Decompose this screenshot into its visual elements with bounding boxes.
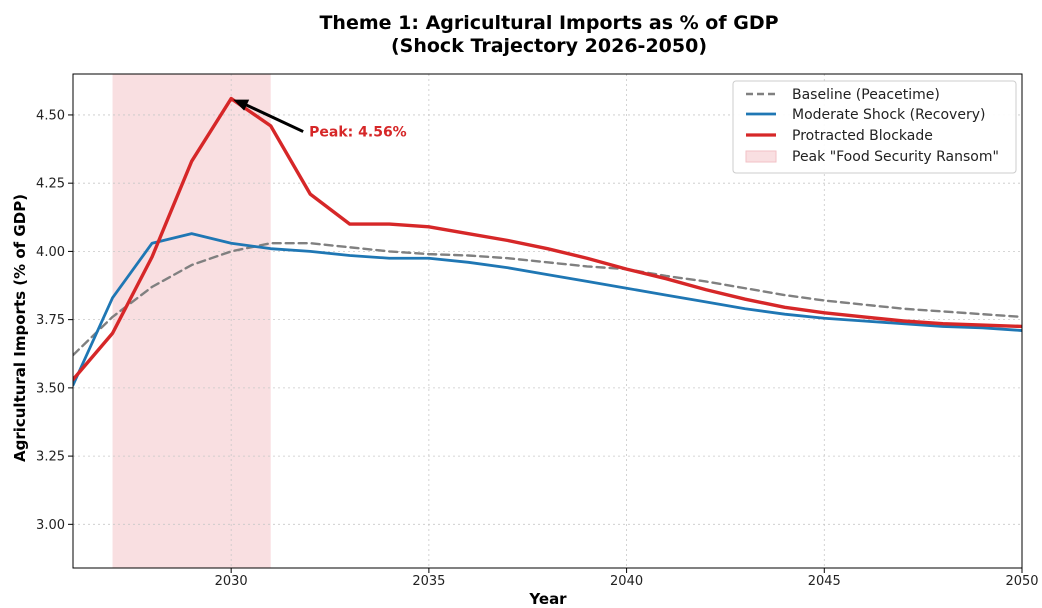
- y-axis-label: Agricultural Imports (% of GDP): [11, 194, 29, 462]
- chart-title-line-1: Theme 1: Agricultural Imports as % of GD…: [319, 12, 778, 34]
- y-tick-label-2: 3.50: [36, 381, 65, 396]
- x-tick-label-3: 2045: [808, 574, 841, 589]
- legend-label-moderate: Moderate Shock (Recovery): [792, 107, 985, 123]
- chart-title-line-2: (Shock Trajectory 2026-2050): [391, 35, 707, 57]
- y-tick-label-6: 4.50: [36, 108, 65, 123]
- y-tick-label-1: 3.25: [36, 450, 65, 465]
- x-tick-label-2: 2040: [610, 574, 643, 589]
- peak-annotation-arrow-shaft: [240, 101, 304, 133]
- y-tick-label-3: 3.75: [36, 313, 65, 328]
- peak-annotation-label: Peak: 4.56%: [309, 125, 407, 141]
- legend: Baseline (Peacetime) Moderate Shock (Rec…: [732, 80, 1017, 174]
- peak-region-shade: [112, 74, 271, 568]
- x-tick-label-4: 2050: [1005, 574, 1038, 589]
- peak-annotation-arrow-head: [233, 99, 250, 111]
- y-tick-label-0: 3.00: [36, 518, 65, 533]
- moderate-shock-series-line: [73, 232, 1022, 387]
- legend-label-blockade: Protracted Blockade: [792, 128, 933, 144]
- x-tick-label-0: 2030: [215, 574, 248, 589]
- legend-swatch-peak-region: [745, 150, 777, 163]
- x-axis-label: Year: [528, 590, 567, 608]
- protracted-blockade-series-line: [73, 96, 1022, 382]
- x-tick-label-1: 2035: [412, 574, 445, 589]
- legend-label-baseline: Baseline (Peacetime): [792, 87, 940, 103]
- legend-frame: [732, 80, 1017, 174]
- y-tick-label-4: 4.00: [36, 245, 65, 260]
- baseline-series-line: [73, 242, 1022, 357]
- plot-frame: [72, 73, 1023, 569]
- legend-label-peak-region: Peak "Food Security Ransom": [792, 149, 999, 165]
- y-tick-label-5: 4.25: [36, 177, 65, 192]
